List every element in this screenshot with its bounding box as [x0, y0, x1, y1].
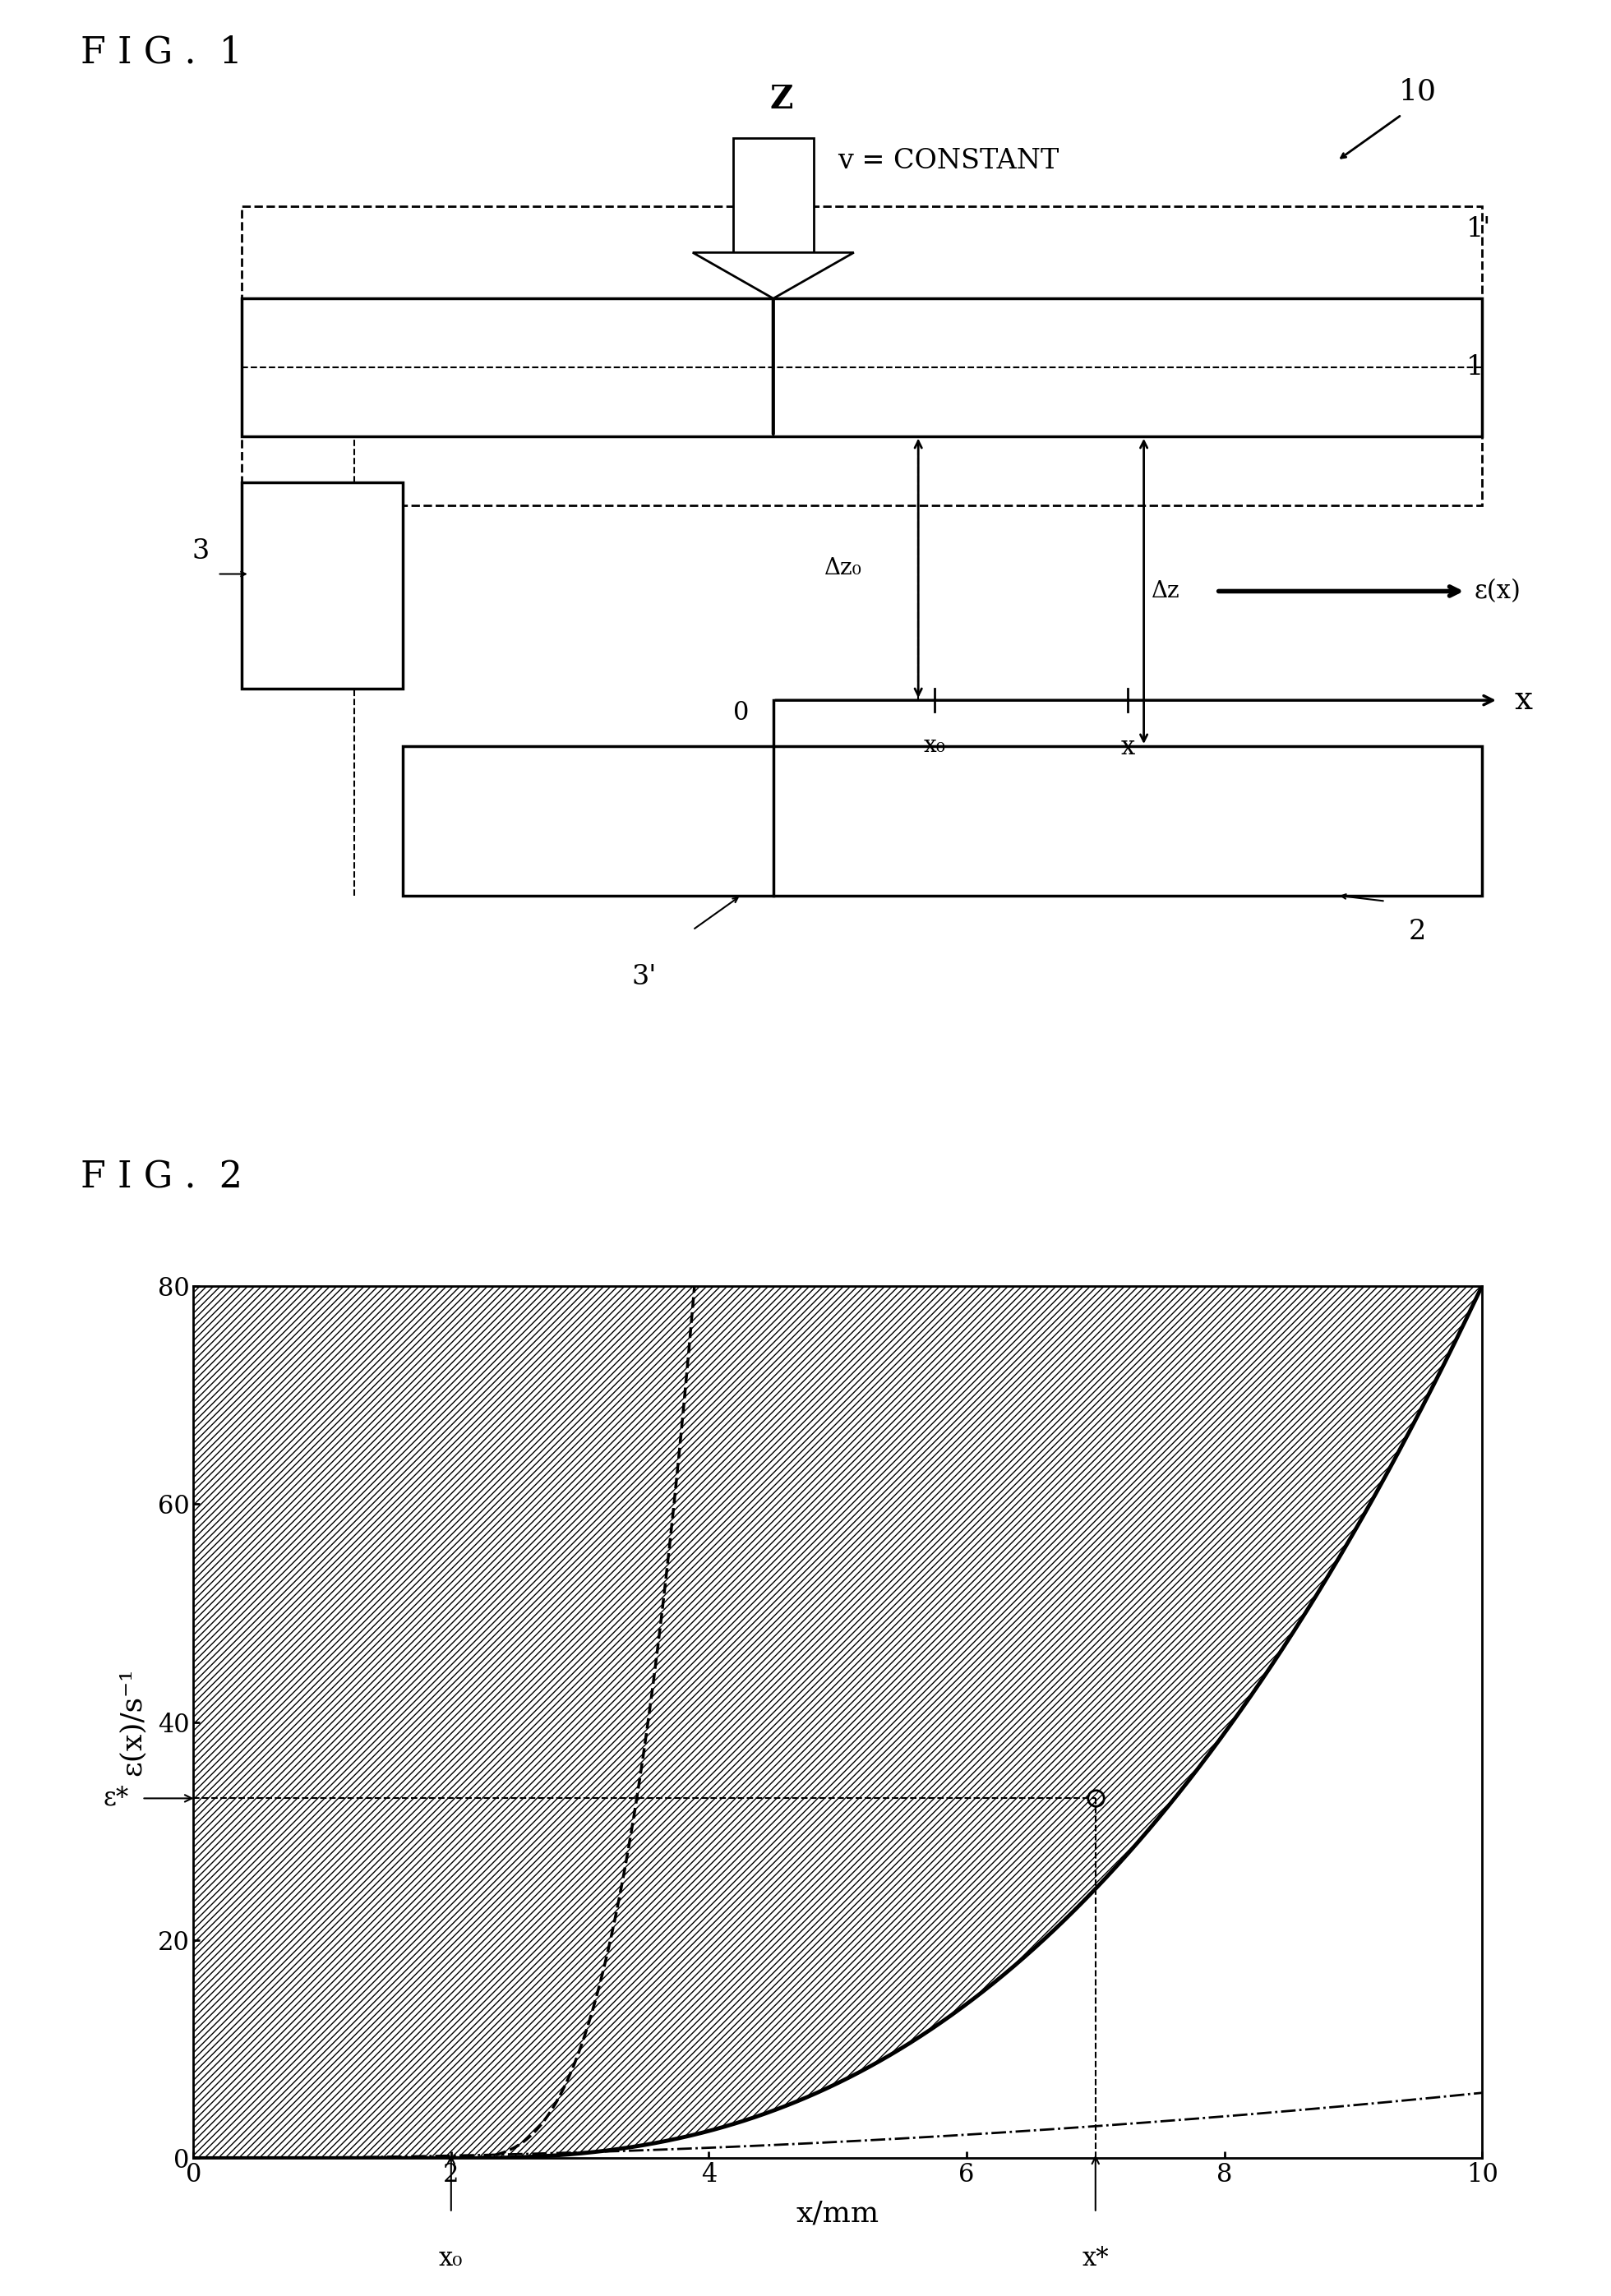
Text: 3: 3 — [192, 537, 209, 565]
Text: F I G .  2: F I G . 2 — [81, 1159, 243, 1194]
Text: v = CONSTANT: v = CONSTANT — [838, 147, 1058, 174]
Text: x: x — [1514, 684, 1532, 716]
Text: 2: 2 — [1410, 918, 1426, 944]
Text: ε*: ε* — [103, 1786, 129, 1812]
Text: x₀: x₀ — [440, 2245, 462, 2271]
Text: x₀: x₀ — [923, 735, 946, 758]
Text: x: x — [1121, 735, 1134, 760]
Polygon shape — [242, 482, 403, 689]
Text: Δz₀: Δz₀ — [825, 558, 862, 579]
Text: Δz: Δz — [1152, 581, 1181, 602]
Text: 3': 3' — [632, 964, 657, 990]
Text: 10: 10 — [1398, 78, 1437, 106]
Text: F I G .  1: F I G . 1 — [81, 34, 243, 69]
Y-axis label: ε(x)/s⁻¹: ε(x)/s⁻¹ — [118, 1667, 147, 1777]
Polygon shape — [693, 253, 854, 298]
Text: 1: 1 — [1466, 354, 1484, 381]
Text: ε(x): ε(x) — [1474, 579, 1521, 604]
Text: Z: Z — [770, 83, 793, 115]
Polygon shape — [403, 746, 1482, 895]
Text: 1': 1' — [1466, 216, 1490, 243]
Polygon shape — [733, 138, 814, 253]
Polygon shape — [242, 298, 1482, 436]
X-axis label: x/mm: x/mm — [796, 2200, 880, 2227]
Text: 0: 0 — [733, 700, 749, 726]
Text: x*: x* — [1083, 2245, 1108, 2271]
